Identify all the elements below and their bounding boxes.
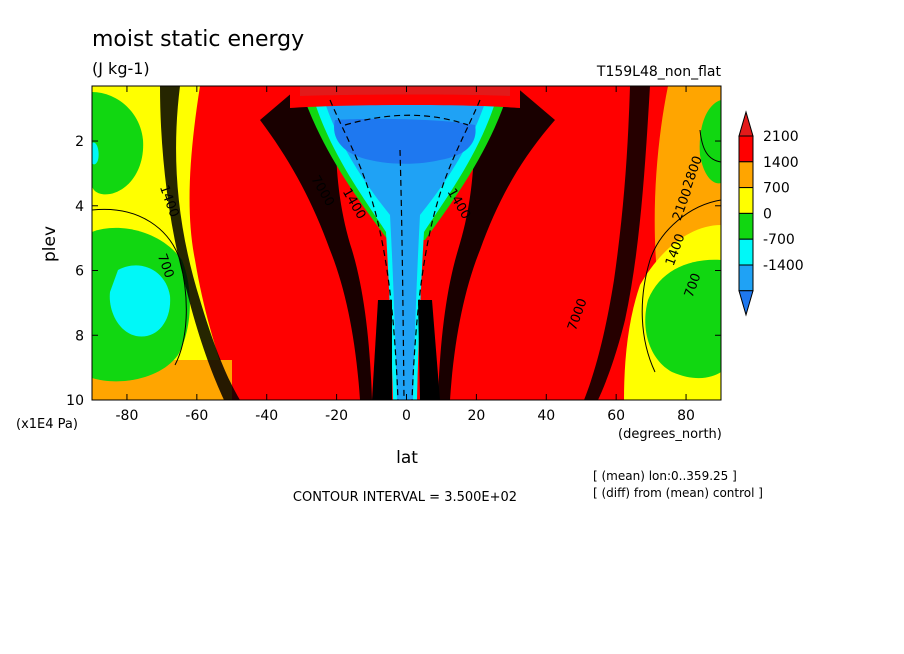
note-diff: [ (diff) from (mean) control ] (593, 486, 763, 500)
y-tick-label: 8 (75, 328, 84, 344)
x-tick-label: -20 (325, 408, 348, 424)
y-axis-label: plev (40, 226, 60, 262)
dashed-contour (329, 99, 399, 400)
plot-area (92, 86, 721, 400)
colorbar: 2100 1400 700 0 -700 -1400 (738, 110, 804, 317)
colorbar-label: 2100 (763, 129, 799, 145)
trough-deep-blue (334, 118, 476, 164)
y-axis: 2 4 6 8 10 (66, 134, 721, 409)
equator-wall-left (372, 300, 392, 400)
colorbar-label: -700 (763, 232, 795, 248)
colorbar-swatch (738, 135, 754, 163)
np-green-upper (699, 100, 721, 184)
x-tick-label: 60 (607, 408, 625, 424)
colorbar-swatch (738, 264, 754, 292)
colorbar-label: 0 (763, 206, 772, 222)
y-tick-label: 6 (75, 264, 84, 280)
x-tick-label: 80 (677, 408, 695, 424)
x-tick-label: -40 (255, 408, 278, 424)
equator-wall-right (418, 300, 440, 400)
colorbar-swatch (738, 238, 754, 266)
contour-band-sh-equatorward (260, 86, 372, 400)
x-tick-label: -80 (116, 408, 139, 424)
np-green-lower (645, 259, 721, 379)
colorbar-label: 1400 (763, 155, 799, 171)
x-tick-label: -60 (185, 408, 208, 424)
contour-band-nh-equatorward (438, 86, 555, 400)
contour-interval: CONTOUR INTERVAL = 3.500E+02 (293, 490, 517, 505)
colorbar-label: 700 (763, 181, 790, 197)
x-tick-label: 40 (537, 408, 555, 424)
x-axis: -80 -60 -40 -20 0 20 40 60 80 (116, 86, 695, 424)
x-tick-label: 0 (402, 408, 411, 424)
contour-band-sh-poleward (160, 86, 240, 400)
dashed-contour (411, 99, 481, 400)
experiment-label: T159L48_non_flat (596, 64, 722, 80)
y-tick-label: 10 (66, 393, 84, 409)
colorbar-swatch (738, 212, 754, 240)
colorbar-triangle-top (738, 110, 754, 137)
y-tick-label: 2 (75, 134, 84, 150)
note-mean: [ (mean) lon:0..359.25 ] (593, 469, 737, 483)
dashed-contour (344, 114, 469, 126)
x-axis-units: (degrees_north) (618, 427, 722, 442)
trough-top-darkred (300, 86, 510, 96)
chart-units: (J kg-1) (92, 59, 150, 78)
sp-cyan-lower (109, 265, 171, 337)
polar-contour (699, 129, 721, 163)
colorbar-label: -1400 (763, 258, 804, 274)
contour-band-nh-poleward (584, 86, 650, 400)
dashed-contour (399, 149, 405, 400)
x-tick-label: 20 (467, 408, 485, 424)
sp-green-upper (92, 92, 144, 195)
trough-light-blue (320, 86, 490, 400)
colorbar-swatch (738, 187, 754, 214)
colorbar-swatch (738, 161, 754, 189)
sp-cyan-spot (92, 142, 99, 165)
chart-title: moist static energy (92, 27, 304, 52)
y-axis-units: (x1E4 Pa) (16, 417, 78, 432)
colorbar-triangle-bottom (738, 290, 754, 317)
x-axis-label: lat (396, 448, 418, 468)
polar-contour (641, 199, 721, 373)
y-tick-label: 4 (75, 199, 84, 215)
polar-contour (92, 208, 187, 366)
